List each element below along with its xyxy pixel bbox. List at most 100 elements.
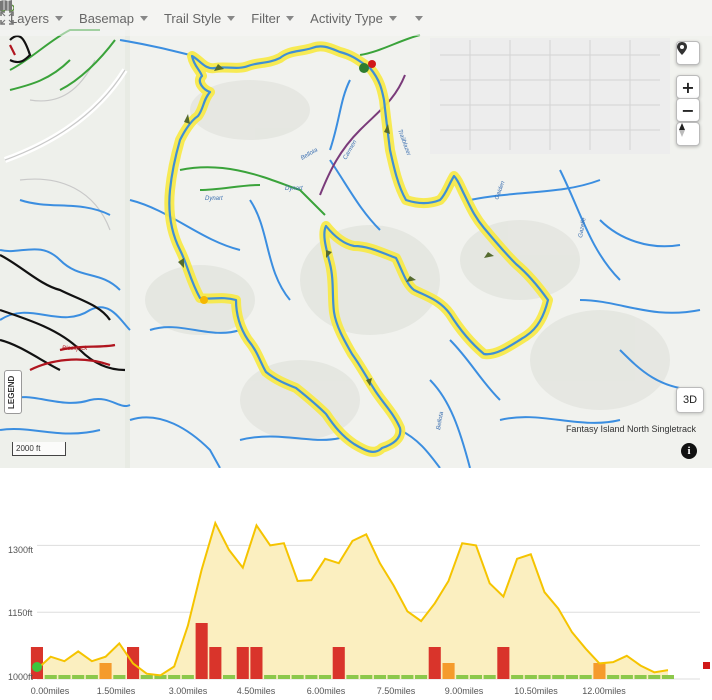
- grade-bar: [401, 675, 414, 679]
- grade-bar: [305, 675, 318, 679]
- fullscreen-icon[interactable]: [0, 11, 14, 25]
- layers-label: Layers: [10, 10, 50, 26]
- chevron-down-icon: [388, 15, 397, 21]
- y-tick-label: 1150ft: [8, 608, 33, 618]
- grade-bar: [538, 675, 551, 679]
- trail-label: Dynart: [285, 186, 303, 192]
- map-toolbar: Layers Basemap Trail Style Filter Activi…: [0, 0, 712, 36]
- compass-icon: [679, 123, 685, 137]
- grade-bar: [99, 663, 112, 679]
- grade-bar: [250, 647, 263, 679]
- scale-bar: 2000 ft: [12, 442, 66, 456]
- grade-bar: [181, 675, 194, 679]
- x-tick-label: 3.00miles: [168, 686, 208, 696]
- grade-bar: [607, 675, 620, 679]
- grade-bar: [346, 675, 359, 679]
- x-tick-label: 0.00miles: [30, 686, 70, 696]
- activity-type-menu[interactable]: Activity Type: [0, 2, 397, 26]
- zoom-in-button[interactable]: +: [676, 75, 700, 99]
- trail-label: Bellota: [436, 411, 445, 431]
- grade-bar: [483, 675, 496, 679]
- minus-icon: −: [681, 100, 695, 120]
- grade-bar: [552, 675, 565, 679]
- chevron-down-icon: [414, 15, 423, 21]
- x-tick-label: 9.00miles: [444, 686, 484, 696]
- trail-label: Dynart: [205, 196, 223, 202]
- locate-button[interactable]: [676, 41, 700, 65]
- grade-bar: [332, 647, 345, 679]
- grade-bar: [264, 675, 277, 679]
- map-canvas: Bellota Dynart Dynart Carmen Trailblazer…: [0, 29, 701, 468]
- zoom-out-button[interactable]: −: [676, 98, 700, 122]
- grade-bar: [291, 675, 304, 679]
- trail-map[interactable]: Bellota Dynart Dynart Carmen Trailblazer…: [0, 0, 712, 468]
- map-view-menu[interactable]: [0, 0, 423, 21]
- x-tick-label: 10.50miles: [514, 686, 558, 696]
- grade-bar: [428, 647, 441, 679]
- grade-bar: [524, 675, 537, 679]
- grade-bar: [469, 675, 482, 679]
- elevation-line: [36, 520, 669, 677]
- trail-label: Blackjack: [62, 346, 88, 352]
- grade-bar: [565, 675, 578, 679]
- chevron-down-icon: [139, 15, 148, 21]
- chevron-down-icon: [55, 15, 64, 21]
- grade-bar: [113, 675, 126, 679]
- trail-style-menu[interactable]: Trail Style: [163, 10, 236, 26]
- grade-bar: [58, 675, 71, 679]
- grade-bar: [497, 647, 510, 679]
- chevron-down-icon: [227, 15, 236, 21]
- elevation-area: [37, 523, 668, 679]
- grade-bar: [236, 647, 249, 679]
- grade-bar: [195, 623, 208, 679]
- filter-label: Filter: [251, 10, 281, 26]
- grade-bar: [511, 675, 524, 679]
- grade-bar: [85, 675, 98, 679]
- 3d-button[interactable]: 3D: [676, 387, 704, 413]
- scale-label: 2000 ft: [16, 444, 41, 453]
- grade-bar: [44, 675, 57, 679]
- activity-type-label: Activity Type: [310, 10, 383, 26]
- trail-label: Gazelle: [578, 217, 588, 239]
- grade-bar: [442, 663, 455, 679]
- compass-button[interactable]: [676, 122, 700, 146]
- grade-bar: [360, 675, 373, 679]
- legend-label: LEGEND: [7, 375, 16, 409]
- grade-bar: [373, 675, 386, 679]
- grade-bar: [634, 675, 647, 679]
- location-pin-icon: [677, 42, 687, 55]
- grade-bars: [30, 623, 674, 679]
- grade-bar: [277, 675, 290, 679]
- end-marker: [703, 662, 710, 669]
- map-icon: [0, 0, 12, 11]
- grade-bar: [456, 675, 469, 679]
- grade-bar: [223, 675, 236, 679]
- grade-bar: [140, 675, 153, 679]
- start-marker: [32, 662, 42, 672]
- grade-bar: [593, 663, 606, 679]
- grade-bar: [319, 675, 332, 679]
- grade-bar: [415, 675, 428, 679]
- grade-bar: [72, 675, 85, 679]
- grade-bar: [209, 647, 222, 679]
- info-icon[interactable]: i: [681, 443, 697, 459]
- grade-bar: [387, 675, 400, 679]
- basemap-menu[interactable]: Basemap: [79, 11, 148, 26]
- trail-style-label: Trail Style: [163, 10, 222, 26]
- elevation-chart[interactable]: [0, 468, 712, 698]
- x-tick-label: 7.50miles: [376, 686, 416, 696]
- basemap-label: Basemap: [79, 10, 134, 26]
- grade-bar: [620, 675, 633, 679]
- legend-toggle[interactable]: LEGEND: [4, 370, 22, 414]
- layers-menu[interactable]: Layers: [10, 10, 64, 26]
- grade-bar: [648, 675, 661, 679]
- x-tick-label: 6.00miles: [306, 686, 346, 696]
- grade-bar: [154, 675, 167, 679]
- x-tick-label: 1.50miles: [96, 686, 136, 696]
- chevron-down-icon: [286, 15, 295, 21]
- filter-menu[interactable]: Filter: [251, 10, 295, 26]
- y-tick-label: 1000ft: [8, 672, 34, 682]
- y-tick-label: 1300ft: [8, 545, 34, 555]
- grade-bar: [579, 675, 592, 679]
- x-tick-label: 12.00miles: [582, 686, 626, 696]
